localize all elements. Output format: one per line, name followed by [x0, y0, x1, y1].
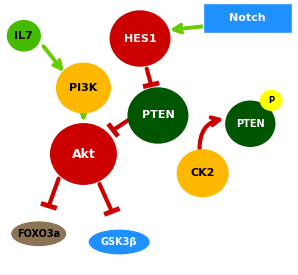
- Ellipse shape: [12, 222, 66, 245]
- Text: PTEN: PTEN: [142, 111, 174, 120]
- Text: Notch: Notch: [229, 13, 266, 23]
- Circle shape: [7, 21, 40, 51]
- Text: PTEN: PTEN: [236, 119, 265, 129]
- Circle shape: [260, 90, 282, 110]
- Circle shape: [128, 88, 188, 143]
- Circle shape: [177, 150, 228, 197]
- Text: IL7: IL7: [15, 31, 33, 41]
- Text: GSK3β: GSK3β: [101, 237, 137, 247]
- Text: HES1: HES1: [124, 34, 156, 43]
- Circle shape: [110, 11, 170, 66]
- Circle shape: [57, 63, 110, 113]
- Text: FOXO3a: FOXO3a: [17, 229, 60, 239]
- Circle shape: [51, 124, 116, 184]
- Circle shape: [226, 101, 275, 146]
- Text: CK2: CK2: [190, 168, 215, 178]
- FancyBboxPatch shape: [203, 3, 292, 33]
- Ellipse shape: [89, 230, 149, 254]
- Text: P: P: [268, 96, 274, 105]
- Text: Akt: Akt: [72, 147, 95, 161]
- Text: PI3K: PI3K: [69, 83, 97, 93]
